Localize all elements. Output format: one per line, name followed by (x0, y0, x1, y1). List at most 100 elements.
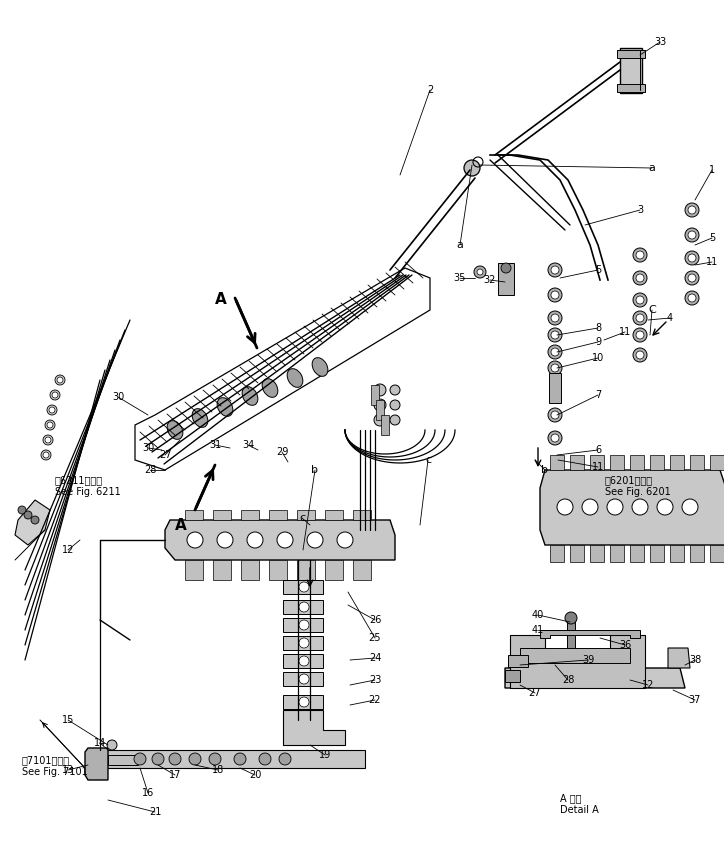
Circle shape (688, 254, 696, 262)
Polygon shape (185, 560, 203, 580)
Text: 30: 30 (112, 392, 124, 402)
Text: 28: 28 (144, 465, 156, 475)
Circle shape (501, 263, 511, 273)
Polygon shape (185, 510, 203, 520)
Circle shape (551, 364, 559, 372)
Polygon shape (590, 545, 604, 562)
Circle shape (565, 612, 577, 624)
Bar (283, 580, 323, 594)
Circle shape (551, 434, 559, 442)
Text: 7: 7 (595, 390, 601, 400)
Text: 14: 14 (94, 738, 106, 748)
Polygon shape (540, 470, 724, 545)
Text: 12: 12 (62, 545, 74, 555)
Text: 23: 23 (369, 675, 382, 685)
Ellipse shape (167, 421, 183, 440)
Polygon shape (269, 510, 287, 520)
Polygon shape (570, 545, 584, 562)
Ellipse shape (192, 408, 208, 428)
Circle shape (277, 532, 293, 548)
Circle shape (551, 331, 559, 339)
Polygon shape (690, 455, 704, 470)
Circle shape (633, 271, 647, 285)
Polygon shape (540, 630, 640, 638)
Text: 38: 38 (689, 655, 701, 665)
Circle shape (477, 269, 483, 275)
Bar (508, 655, 528, 667)
Text: 8: 8 (595, 323, 601, 333)
Circle shape (217, 532, 233, 548)
Circle shape (374, 414, 386, 426)
Polygon shape (325, 510, 343, 520)
Text: 37: 37 (689, 695, 701, 705)
Circle shape (24, 511, 32, 519)
Text: 27: 27 (529, 688, 542, 698)
Circle shape (636, 274, 644, 282)
Text: 25: 25 (369, 633, 382, 643)
Circle shape (657, 499, 673, 515)
Polygon shape (630, 455, 644, 470)
Polygon shape (213, 510, 231, 520)
Text: 16: 16 (142, 788, 154, 798)
Circle shape (49, 407, 55, 413)
Bar (617, 84, 645, 92)
Text: a: a (649, 163, 655, 173)
Circle shape (548, 408, 562, 422)
Circle shape (299, 697, 309, 707)
Text: 11: 11 (619, 327, 631, 337)
Circle shape (464, 160, 480, 176)
Bar (95, 750, 365, 768)
Circle shape (636, 314, 644, 322)
Text: 5: 5 (709, 233, 715, 243)
Polygon shape (710, 455, 724, 470)
Polygon shape (630, 545, 644, 562)
Polygon shape (650, 545, 664, 562)
Circle shape (548, 361, 562, 375)
Circle shape (374, 384, 386, 396)
Circle shape (685, 291, 699, 305)
Text: 41: 41 (532, 625, 544, 635)
Circle shape (390, 385, 400, 395)
Circle shape (152, 753, 164, 765)
Bar (283, 600, 323, 614)
Circle shape (187, 532, 203, 548)
Text: A: A (175, 518, 187, 533)
Circle shape (685, 271, 699, 285)
Polygon shape (297, 560, 315, 580)
Text: 4: 4 (667, 313, 673, 323)
Bar (371, 385, 379, 405)
Text: 34: 34 (242, 440, 254, 450)
Polygon shape (590, 455, 604, 470)
Circle shape (55, 375, 65, 385)
Polygon shape (353, 510, 371, 520)
Circle shape (390, 400, 400, 410)
Text: b: b (311, 465, 319, 475)
Circle shape (299, 656, 309, 666)
Ellipse shape (217, 397, 233, 416)
Text: 30: 30 (142, 443, 154, 453)
Circle shape (636, 331, 644, 339)
Circle shape (134, 753, 146, 765)
Text: 22: 22 (369, 695, 382, 705)
Bar (505, 670, 520, 682)
Circle shape (685, 251, 699, 265)
Polygon shape (550, 545, 564, 562)
Bar (381, 415, 389, 435)
Text: 19: 19 (319, 750, 331, 760)
Ellipse shape (287, 369, 303, 387)
Polygon shape (650, 455, 664, 470)
Circle shape (548, 345, 562, 359)
Text: A: A (215, 292, 227, 307)
Circle shape (548, 288, 562, 302)
Text: 11: 11 (706, 257, 718, 267)
Circle shape (57, 377, 63, 383)
Ellipse shape (312, 358, 328, 376)
Circle shape (636, 351, 644, 359)
Text: 10: 10 (592, 353, 604, 363)
Polygon shape (85, 748, 108, 780)
Text: c: c (425, 455, 431, 465)
Polygon shape (165, 520, 395, 560)
Polygon shape (213, 560, 231, 580)
Polygon shape (505, 668, 685, 688)
Polygon shape (135, 268, 430, 470)
